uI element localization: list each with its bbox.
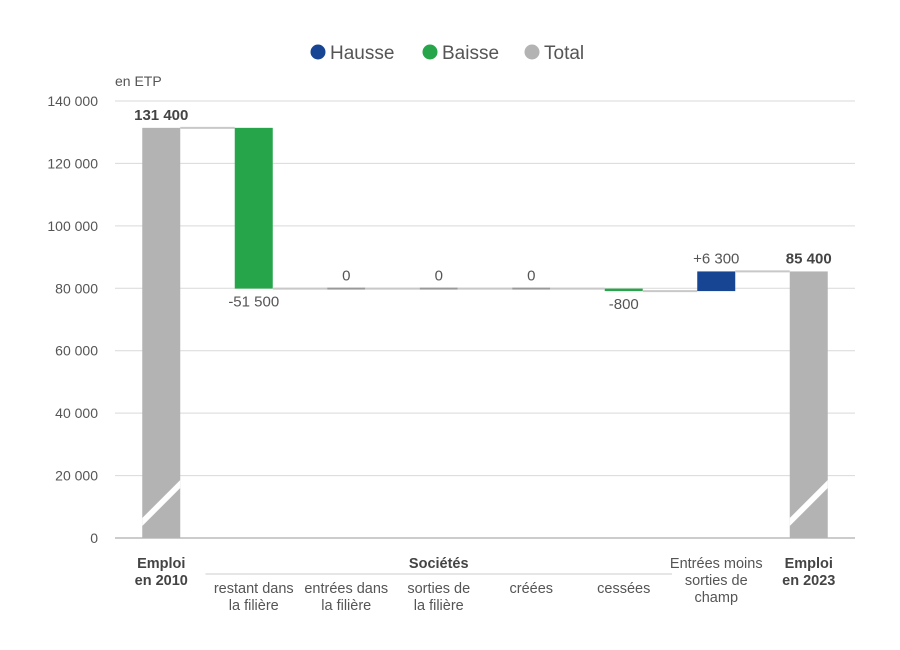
data-label: -800 [609,296,639,313]
data-label: 0 [527,268,535,285]
legend-label-hausse: Hausse [330,43,394,64]
legend-label-baisse: Baisse [442,43,499,64]
x-category-label: Emploi [137,556,185,572]
x-category-label: champ [694,590,738,606]
axis-break-icon [142,480,181,526]
y-tick-label: 60 000 [55,343,98,359]
bar-5 [604,288,643,292]
bar-6 [697,271,736,292]
data-label: 85 400 [786,250,832,267]
x-category-label: Entrées moins [670,556,763,572]
legend-marker-hausse [310,44,326,60]
y-tick-label: 40 000 [55,405,98,421]
data-label: 131 400 [134,107,188,124]
bar-2 [327,287,366,290]
y-tick-label: 100 000 [47,218,98,234]
x-category-label: entrées dans [304,581,388,597]
y-tick-label: 120 000 [47,155,98,171]
legend-marker-total [524,44,540,60]
y-tick-label: 140 000 [47,93,98,109]
legend-marker-baisse [422,44,438,60]
data-label: +6 300 [693,250,739,267]
x-category-label: sorties de [685,573,748,589]
x-category-label: sorties de [407,581,470,597]
bar-4 [512,287,551,290]
bar-1 [234,127,273,289]
group-label-societes: Sociétés [409,556,469,572]
data-label: 0 [435,268,443,285]
bar-0 [142,127,181,538]
x-category-label: créées [509,581,553,597]
x-category-label: restant dans [214,581,294,597]
bar-7 [789,271,828,538]
unit-label: en ETP [115,73,162,89]
x-category-label: Emploi [785,556,833,572]
data-label: -51 500 [228,294,279,311]
data-label: 0 [342,268,350,285]
x-category-label: en 2010 [135,573,188,589]
y-tick-label: 0 [90,530,98,546]
axis-break-icon [789,480,828,526]
x-category-label: la filière [414,598,464,614]
x-category-label: la filière [321,598,371,614]
y-tick-label: 20 000 [55,468,98,484]
y-tick-label: 80 000 [55,280,98,296]
bar-3 [419,287,458,290]
legend-label-total: Total [544,43,584,64]
x-category-label: cessées [597,581,650,597]
x-category-label: en 2023 [782,573,835,589]
x-category-label: la filière [229,598,279,614]
